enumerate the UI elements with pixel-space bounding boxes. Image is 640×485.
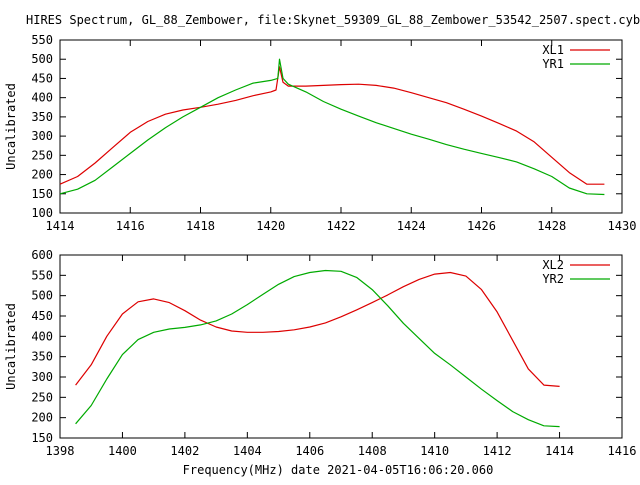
x-tick-label: 1416 — [608, 444, 637, 458]
series-line-yr1 — [59, 58, 605, 196]
y-tick-label: 600 — [31, 248, 53, 262]
y-tick-label: 500 — [31, 52, 53, 66]
legend-label-xl1: XL1 — [542, 43, 564, 57]
y-axis-label: Uncalibrated — [4, 303, 18, 390]
figure-title: HIRES Spectrum, GL_88_Zembower, file:Sky… — [26, 13, 640, 27]
x-tick-label: 1414 — [46, 219, 75, 233]
y-tick-label: 500 — [31, 289, 53, 303]
x-tick-label: 1398 — [46, 444, 75, 458]
y-tick-label: 250 — [31, 390, 53, 404]
y-tick-label: 450 — [31, 71, 53, 85]
y-tick-label: 400 — [31, 91, 53, 105]
x-tick-label: 1422 — [327, 219, 356, 233]
y-tick-label: 350 — [31, 110, 53, 124]
chart-panel-top: 1414 1416 1418 1420 1422 1424 1426 1428 1430 100 1… — [4, 33, 636, 233]
y-tick-label: 150 — [31, 187, 53, 201]
x-tick-label: 1420 — [256, 219, 285, 233]
x-tick-label: 1428 — [537, 219, 566, 233]
y-tick-label: 250 — [31, 148, 53, 162]
x-tick-label: 1430 — [608, 219, 637, 233]
x-axis-label: Frequency(MHz) date 2021-04-05T16:06:20.… — [183, 463, 494, 477]
y-tick-label: 550 — [31, 33, 53, 47]
x-tick-label: 1404 — [233, 444, 262, 458]
y-tick-label: 100 — [31, 206, 53, 220]
y-tick-label: 300 — [31, 129, 53, 143]
y-tick-label: 400 — [31, 329, 53, 343]
x-tick-label: 1418 — [186, 219, 215, 233]
series-line-yr2 — [75, 269, 560, 428]
y-tick-label: 200 — [31, 168, 53, 182]
y-tick-label: 450 — [31, 309, 53, 323]
y-tick-label: 300 — [31, 370, 53, 384]
legend-label-xl2: XL2 — [542, 258, 564, 272]
y-tick-label: 150 — [31, 431, 53, 445]
x-tick-label: 1424 — [397, 219, 426, 233]
x-tick-label: 1414 — [545, 444, 574, 458]
y-tick-label: 350 — [31, 350, 53, 364]
y-tick-label: 200 — [31, 411, 53, 425]
x-tick-label: 1410 — [420, 444, 449, 458]
series-line-xl1 — [59, 66, 605, 185]
x-tick-label: 1412 — [483, 444, 512, 458]
chart-panel-bottom: 1398 1400 1402 1404 1406 1408 1410 1412 1414 1416… — [4, 248, 636, 458]
x-tick-label: 1400 — [108, 444, 137, 458]
x-tick-label: 1408 — [358, 444, 387, 458]
x-tick-label: 1406 — [295, 444, 324, 458]
plot-frame — [59, 254, 623, 439]
x-tick-label: 1426 — [467, 219, 496, 233]
x-tick-label: 1416 — [116, 219, 145, 233]
series-line-xl2 — [75, 271, 560, 387]
y-axis-label: Uncalibrated — [4, 83, 18, 170]
x-tick-label: 1402 — [170, 444, 199, 458]
legend-label-yr1: YR1 — [542, 57, 564, 71]
legend-label-yr2: YR2 — [542, 272, 564, 286]
y-tick-label: 550 — [31, 268, 53, 282]
